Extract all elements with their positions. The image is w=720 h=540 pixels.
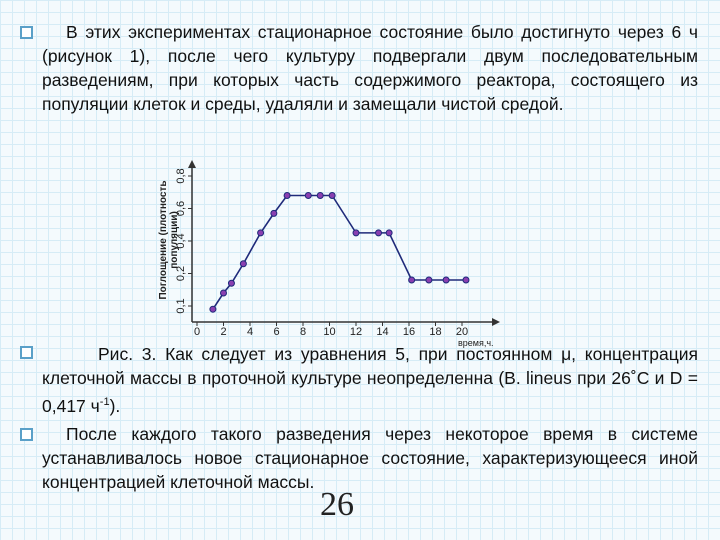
series-line [212, 194, 466, 310]
y-tick-label: 0,6 [175, 201, 187, 216]
data-point [462, 276, 470, 284]
data-point [408, 276, 416, 284]
paragraph: После каждого такого разведения через не… [42, 422, 698, 494]
x-tick-label: 16 [403, 326, 415, 338]
data-point [283, 192, 291, 199]
bullet [20, 346, 33, 359]
x-tick-label: 0 [194, 326, 200, 338]
data-point [425, 276, 433, 284]
text: В этих экспериментах стационарное состоя… [42, 22, 698, 114]
y-tick-label: 0,1 [175, 298, 187, 313]
x-tick-label: 18 [429, 326, 441, 338]
data-point [304, 192, 312, 199]
paragraph: В этих экспериментах стационарное состоя… [42, 20, 698, 116]
bullet [20, 26, 33, 39]
data-point [220, 289, 227, 297]
data-point [257, 229, 265, 237]
x-tick-label: 2 [220, 326, 226, 338]
text: ). [109, 395, 121, 416]
data-point [227, 279, 235, 287]
superscript: -1 [99, 396, 110, 408]
text: Рис. 3. Как следует из уравнения 5, при … [42, 344, 698, 416]
data-point [442, 276, 450, 284]
data-point [328, 192, 336, 199]
x-tick-label: 8 [300, 326, 306, 338]
x-tick-label: 20 [456, 326, 468, 338]
y-tick-label: 0,2 [175, 266, 187, 281]
data-point [385, 229, 393, 237]
x-tick-label: 14 [376, 326, 388, 338]
page-number: 26 [320, 486, 354, 523]
data-point [270, 209, 278, 217]
y-tick-label: 0,4 [175, 233, 187, 248]
x-axis-label: время,ч. [458, 338, 494, 348]
text: После каждого такого разведения через не… [42, 424, 698, 492]
x-tick-label: 12 [350, 326, 362, 338]
y-arrow [188, 160, 196, 168]
x-tick-label: 10 [323, 326, 335, 338]
x-arrow [492, 318, 500, 326]
y-tick-label: 0,8 [175, 168, 187, 183]
paragraph: Рис. 3. Как следует из уравнения 5, при … [42, 342, 698, 418]
data-point [209, 305, 217, 313]
data-point [239, 260, 247, 268]
x-tick-label: 6 [273, 326, 279, 338]
data-point [316, 192, 324, 199]
data-point [352, 229, 360, 237]
x-tick-label: 4 [247, 326, 253, 338]
bullet [20, 428, 33, 441]
data-point [375, 229, 383, 237]
